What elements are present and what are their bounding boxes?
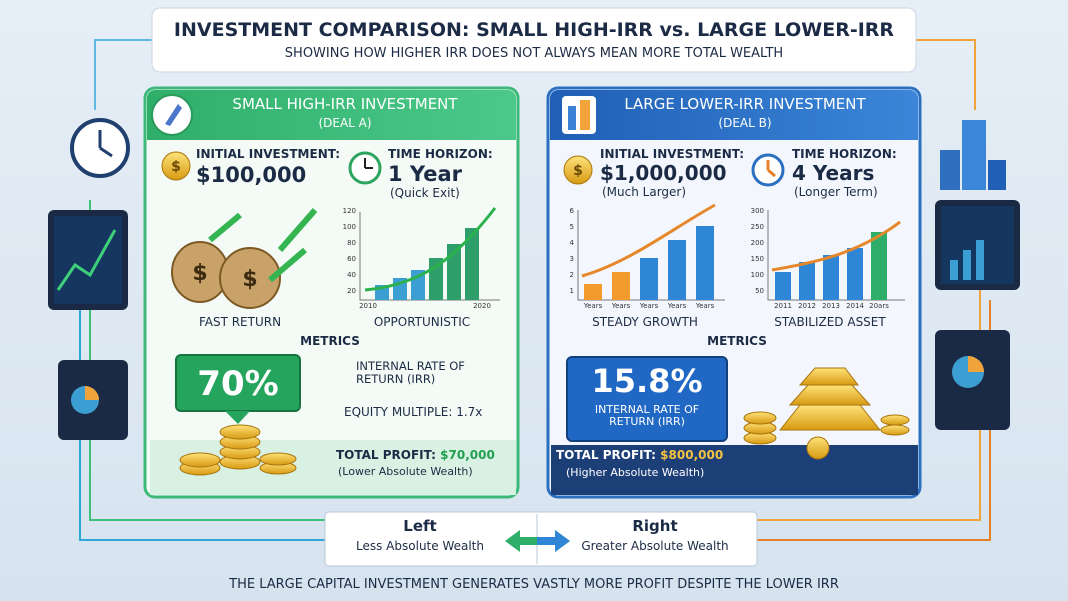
x-tick-label: 2012 [798, 302, 816, 310]
irr-box-b [566, 356, 728, 442]
profit-label: TOTAL PROFIT: [336, 448, 436, 462]
horizon-note: (Longer Term) [794, 185, 878, 199]
y-tick-label: 150 [750, 255, 764, 263]
mini-chart-a [359, 207, 500, 301]
deal-b-subtitle: (DEAL B) [718, 116, 772, 130]
metrics-heading: METRICS [300, 334, 360, 348]
money-bags: $ $ [171, 208, 318, 309]
svg-text:$: $ [192, 261, 207, 286]
caption: OPPORTUNISTIC [373, 315, 471, 329]
compare-right-title: Right [632, 517, 678, 535]
investment-value: $100,000 [196, 163, 307, 187]
svg-text:$: $ [573, 163, 583, 179]
y-tick-label: 300 [750, 207, 764, 215]
deal-b-profit-band [551, 445, 918, 495]
subtitle: SHOWING HOW HIGHER IRR DOES NOT ALWAYS M… [284, 46, 784, 61]
svg-text:$: $ [171, 159, 181, 175]
caption: FAST RETURN [198, 315, 282, 329]
y-tick-label: 50 [755, 287, 764, 295]
irr-label: INTERNAL RATE OF RETURN (IRR) [594, 403, 700, 429]
irr-value: 70% [197, 364, 279, 404]
x-tick-label: 2020 [473, 302, 491, 310]
caption: STEADY GROWTH [592, 315, 698, 329]
profit-note: (Higher Absolute Wealth) [566, 466, 705, 479]
y-tick-label: 4 [569, 239, 574, 247]
compare-left-text: Less Absolute Wealth [356, 539, 484, 553]
y-tick-label: 120 [342, 207, 356, 215]
y-tick-label: 80 [347, 239, 356, 247]
horizon-value: 1 Year [388, 162, 462, 186]
svg-text:$: $ [242, 267, 257, 292]
mini-chart-b2 [767, 210, 905, 301]
conclusion: THE LARGE CAPITAL INVESTMENT GENERATES V… [229, 577, 839, 592]
profit-value: $70,000 [440, 448, 495, 462]
irr-value: 15.8% [591, 362, 703, 400]
y-tick-label: 250 [750, 223, 764, 231]
building-icon [562, 96, 596, 134]
equity-multiple: EQUITY MULTIPLE: 1.7x [344, 405, 483, 419]
deal-a-subtitle: (DEAL A) [318, 116, 372, 130]
x-tick-label: Years [611, 302, 631, 310]
deal-b-header [550, 90, 918, 140]
irr-label: INTERNAL RATE OF RETURN (IRR) [356, 359, 465, 386]
y-tick-label: 100 [750, 271, 764, 279]
x-tick-label: 2014 [846, 302, 864, 310]
profit-note: (Lower Absolute Wealth) [338, 465, 473, 478]
y-tick-label: 40 [347, 271, 356, 279]
horizon-value: 4 Years [792, 161, 875, 185]
y-tick-label: 60 [347, 255, 356, 263]
y-tick-label: 5 [569, 223, 574, 231]
x-tick-label: Years [639, 302, 659, 310]
x-tick-label: 2011 [774, 302, 792, 310]
profit-line: TOTAL PROFIT: $800,000 [556, 448, 724, 462]
compare-right-text: Greater Absolute Wealth [581, 539, 729, 553]
deal-b-title: LARGE LOWER-IRR INVESTMENT [624, 95, 866, 113]
y-tick-label: 100 [342, 223, 356, 231]
side-gadgets [48, 118, 1020, 440]
deal-a-title: SMALL HIGH-IRR INVESTMENT [232, 95, 458, 113]
deal-a-header [147, 90, 516, 140]
coins [179, 424, 297, 476]
x-tick-label: 2010 [359, 302, 377, 310]
header-box [151, 7, 917, 73]
horizon-label: TIME HORIZON: [792, 147, 897, 161]
x-tick-label: Years [667, 302, 687, 310]
investment-note: (Much Larger) [602, 185, 687, 199]
y-tick-label: 6 [569, 207, 574, 215]
y-tick-label: 1 [569, 287, 574, 295]
compare-left-title: Left [403, 517, 437, 535]
title: INVESTMENT COMPARISON: SMALL HIGH-IRR vs… [173, 19, 895, 41]
profit-line: TOTAL PROFIT: $70,000 [336, 448, 495, 462]
y-tick-label: 2 [569, 271, 574, 279]
profit-label: TOTAL PROFIT: [556, 448, 656, 462]
investment-label: INITIAL INVESTMENT: [196, 147, 341, 161]
caption: STABILIZED ASSET [774, 315, 886, 329]
x-tick-label: 20ars [869, 302, 889, 310]
icons: $ $ [161, 151, 785, 187]
gold-bars [743, 367, 910, 460]
investment-label: INITIAL INVESTMENT: [600, 147, 745, 161]
investment-value: $1,000,000 [600, 161, 727, 185]
x-tick-label: 2013 [822, 302, 840, 310]
profit-value: $800,000 [660, 448, 724, 462]
metrics-heading: METRICS [707, 334, 767, 348]
horizon-note: (Quick Exit) [390, 186, 460, 200]
y-tick-label: 3 [569, 255, 574, 263]
horizon-label: TIME HORIZON: [388, 147, 493, 161]
x-tick-label: Years [583, 302, 603, 310]
mini-chart-b1 [577, 203, 725, 301]
y-tick-label: 20 [347, 287, 356, 295]
x-tick-label: Years [695, 302, 715, 310]
y-tick-label: 200 [750, 239, 764, 247]
